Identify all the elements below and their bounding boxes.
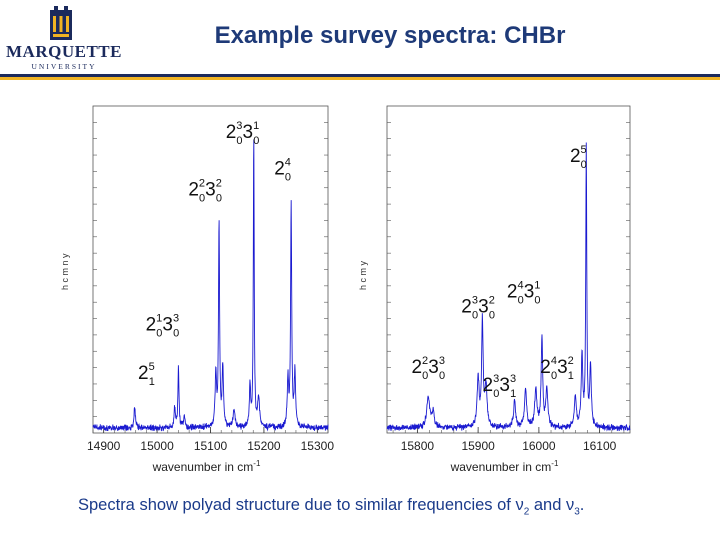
- chart2-band-label: 24 031 0: [507, 280, 541, 307]
- chart2-x-tick-label: 16100: [583, 439, 617, 453]
- caption: Spectra show polyad structure due to sim…: [78, 496, 584, 517]
- chart1-x-axis-label: wavenumber in cm-1: [152, 459, 261, 474]
- nu-symbol: ν: [515, 496, 524, 514]
- nu-symbol-2: ν: [565, 496, 575, 514]
- chart2-band-label: 23 032 0: [461, 295, 495, 322]
- chart1-x-tick-label: 15200: [247, 439, 281, 453]
- chart1-x-tick-label: 15100: [194, 439, 228, 453]
- logo-name: MARQUETTE: [6, 42, 122, 61]
- caption-end: .: [579, 496, 585, 514]
- nu-subscript-3: 3: [574, 506, 580, 518]
- caption-and: and: [529, 496, 566, 514]
- chart1-y-axis-label: h c m n y: [60, 253, 70, 290]
- chart2-y-axis-label: h c m y: [358, 260, 368, 290]
- chart2-band-label: 25 0: [570, 144, 587, 171]
- tower-crest-icon: [50, 6, 72, 40]
- slide-title: Example survey spectra: CHBr: [214, 22, 566, 49]
- chart2-x-tick-label: 15800: [401, 439, 435, 453]
- chart2-band-label: 23 033 1: [483, 373, 517, 400]
- chart1-band-label: 21 033 0: [146, 313, 180, 340]
- marquette-logo: MARQUETTE UNIVERSITY: [4, 6, 121, 72]
- chart2-spectrum-trace: [386, 142, 631, 432]
- chart1-band-label: 22 032 0: [188, 177, 222, 204]
- chart1-spectrum-trace: [92, 139, 329, 432]
- chart1-x-tick-label: 15000: [140, 439, 174, 453]
- chart1-band-label: 23 031 0: [226, 120, 260, 147]
- chart2-x-tick-label: 15900: [461, 439, 495, 453]
- chart1-band-label: 24 0: [274, 156, 291, 183]
- chart2-band-label: 24 032 1: [540, 355, 574, 382]
- chart1-x-tick-label: 14900: [87, 439, 121, 453]
- chart1-band-label: 25 1: [138, 361, 155, 388]
- logo-sub: UNIVERSITY: [31, 62, 97, 71]
- chart2-band-label: 22 033 0: [411, 355, 445, 382]
- chart2-x-axis-label: wavenumber in cm-1: [450, 459, 559, 474]
- header-rule: [0, 74, 720, 80]
- caption-text: Spectra show polyad structure due to sim…: [78, 496, 516, 514]
- chart2-x-tick-label: 16000: [522, 439, 556, 453]
- nu-subscript-2: 2: [523, 506, 530, 518]
- chart1-x-tick-label: 15300: [301, 439, 335, 453]
